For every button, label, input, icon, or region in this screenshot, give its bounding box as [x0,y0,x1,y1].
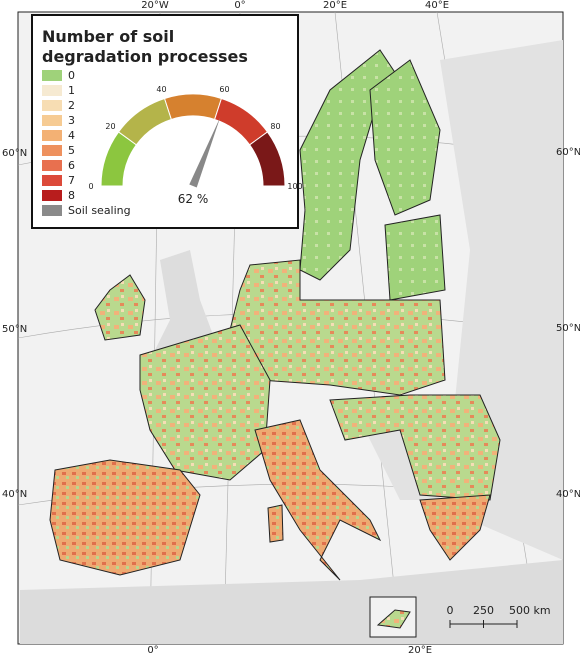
lon-label: 0° [234,0,245,11]
gauge: 0 20 40 60 80 100 62 % [88,85,302,206]
gauge-value-label: 62 % [178,192,209,206]
lon-label: 0° [147,645,158,656]
lon-label: 20°W [141,0,169,11]
lat-label: 60°N [2,148,27,159]
gauge-tick-label: 80 [270,122,280,131]
lat-label: 50°N [556,323,580,334]
legend-title: degradation processes [42,47,248,66]
scale-label: 0 [447,604,454,617]
legend-title: Number of soil [42,27,174,46]
eu-countries [49,49,501,581]
legend-label: 4 [68,129,75,142]
scale-label: 250 [473,604,494,617]
legend-swatch [42,70,62,81]
gauge-segment [248,131,286,187]
legend-label: 3 [68,114,75,127]
lon-label: 20°E [408,645,432,656]
legend-swatch [42,190,62,201]
lon-label: 40°E [425,0,449,11]
legend-label: 1 [68,84,75,97]
legend-swatch [42,160,62,171]
legend-label: 7 [68,174,75,187]
cyprus [376,609,411,629]
scale-label: 500 km [509,604,551,617]
lon-label: 20°E [323,0,347,11]
legend-label: 8 [68,189,75,202]
gauge-tick-label: 0 [88,182,93,191]
gauge-tick-label: 60 [219,85,229,94]
legend-swatch [42,85,62,96]
legend-label: Soil sealing [68,204,131,217]
legend-label: 2 [68,99,75,112]
legend-swatch [42,205,62,216]
gauge-tick-label: 100 [287,182,302,191]
gauge-segment [163,93,223,121]
legend-swatch [42,130,62,141]
legend-swatch [42,175,62,186]
legend-swatch [42,115,62,126]
lat-label: 50°N [2,324,27,335]
scale-bar: 0 250 500 km [447,604,551,628]
lat-label: 40°N [2,489,27,500]
legend-label: 6 [68,159,75,172]
legend-label: 5 [68,144,75,157]
gauge-tick-label: 20 [105,122,115,131]
legend-label: 0 [68,69,75,82]
gauge-needle [189,117,221,188]
legend-swatch [42,100,62,111]
lat-label: 40°N [556,489,580,500]
legend-swatch [42,145,62,156]
gauge-tick-label: 40 [156,85,166,94]
lat-label: 60°N [556,147,580,158]
